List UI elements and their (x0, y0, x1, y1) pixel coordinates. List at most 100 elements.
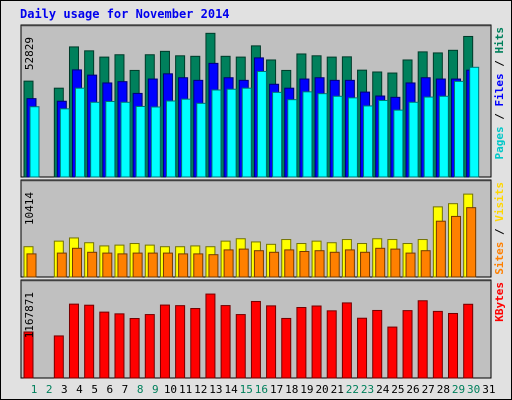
bar-kbytes-day-5 (84, 304, 95, 379)
bar-pages-day-3 (59, 108, 70, 178)
x-tick-label-day-2: 2 (46, 383, 53, 396)
x-tick-label-day-8: 8 (137, 383, 144, 396)
bar-kbytes-day-7 (114, 313, 125, 379)
bar-sites-day-30 (466, 207, 477, 278)
x-tick-label-day-23: 23 (361, 383, 374, 396)
bar-sites-day-7 (117, 253, 128, 278)
bar-pages-day-20 (317, 93, 328, 178)
bar-sites-day-18 (284, 249, 295, 278)
bar-sites-day-9 (147, 252, 158, 278)
x-tick-label-day-19: 19 (300, 383, 313, 396)
x-tick-label-day-5: 5 (91, 383, 98, 396)
bar-pages-day-29 (454, 80, 465, 178)
panel-bottom-legend: KBytes (493, 282, 506, 322)
x-tick-label-day-12: 12 (194, 383, 207, 396)
bar-kbytes-day-6 (99, 311, 110, 379)
panel-bottom-max-label: 1167871 (23, 292, 36, 338)
x-tick-label-day-25: 25 (391, 383, 404, 396)
bar-sites-day-13 (208, 254, 219, 278)
x-tick-label-day-30: 30 (467, 383, 480, 396)
bar-pages-day-18 (287, 99, 298, 178)
bar-pages-day-23 (363, 105, 374, 178)
bar-pages-day-4 (74, 87, 85, 178)
bar-sites-day-23 (360, 251, 371, 278)
x-tick-label-day-26: 26 (406, 383, 419, 396)
bar-kbytes-day-14 (220, 305, 231, 379)
x-tick-label-day-24: 24 (376, 383, 390, 396)
bar-kbytes-day-15 (235, 314, 246, 379)
bar-pages-day-13 (211, 89, 222, 178)
x-tick-label-day-7: 7 (122, 383, 129, 396)
bar-kbytes-day-25 (387, 326, 398, 379)
bar-pages-day-28 (438, 95, 449, 178)
x-tick-label-day-1: 1 (31, 383, 38, 396)
x-tick-label-day-27: 27 (422, 383, 435, 396)
bar-sites-day-27 (420, 250, 431, 278)
bar-sites-day-21 (329, 251, 340, 278)
legend-top-part-1: / (493, 107, 506, 127)
x-tick-label-day-9: 9 (152, 383, 159, 396)
bar-pages-day-19 (302, 91, 313, 178)
bar-pages-day-12 (196, 102, 207, 178)
bar-sites-day-14 (223, 249, 234, 278)
bar-kbytes-day-26 (402, 310, 413, 379)
bar-kbytes-day-28 (432, 310, 443, 379)
x-tick-label-day-14: 14 (224, 383, 238, 396)
bar-sites-day-26 (405, 252, 416, 278)
bar-kbytes-day-10 (159, 304, 170, 379)
bar-pages-day-17 (272, 91, 283, 178)
legend-top-part-0: Pages (493, 126, 506, 159)
bar-sites-day-22 (344, 249, 355, 278)
bar-kbytes-day-19 (296, 307, 307, 379)
x-tick-label-day-15: 15 (240, 383, 253, 396)
bar-pages-day-1 (29, 106, 40, 178)
bar-pages-day-10 (165, 100, 176, 178)
bar-pages-day-8 (135, 105, 146, 178)
legend-top-part-3: / (493, 54, 506, 74)
bar-kbytes-day-22 (341, 302, 352, 379)
legend-bottom-part-0: KBytes (493, 282, 506, 322)
x-tick-label-day-10: 10 (164, 383, 177, 396)
x-tick-label-day-28: 28 (437, 383, 450, 396)
chart-bars (23, 32, 480, 379)
x-tick-label-day-29: 29 (452, 383, 465, 396)
bar-sites-day-6 (102, 252, 113, 278)
bar-kbytes-day-21 (326, 310, 337, 379)
bar-sites-day-8 (132, 252, 143, 278)
bar-kbytes-day-9 (144, 314, 155, 379)
bar-kbytes-day-12 (190, 308, 201, 379)
bar-pages-day-27 (423, 96, 434, 178)
bar-pages-day-30 (469, 66, 480, 178)
bar-sites-day-24 (375, 247, 386, 278)
bar-pages-day-6 (105, 101, 116, 178)
bar-kbytes-day-24 (372, 309, 383, 379)
x-tick-label-day-16: 16 (255, 383, 268, 396)
bar-sites-day-1 (26, 253, 37, 278)
bar-kbytes-day-27 (417, 300, 428, 379)
bar-pages-day-7 (120, 101, 131, 178)
legend-top-part-4: Hits (493, 27, 506, 54)
bar-kbytes-day-17 (266, 305, 277, 379)
x-tick-label-day-22: 22 (346, 383, 359, 396)
x-tick-label-day-18: 18 (285, 383, 298, 396)
x-tick-label-day-4: 4 (76, 383, 83, 396)
bar-pages-day-9 (150, 106, 161, 178)
legend-middle-part-0: Sites (493, 242, 506, 275)
panel-top-max-label: 52829 (23, 37, 36, 70)
bar-kbytes-day-4 (68, 303, 79, 379)
bar-pages-day-5 (90, 101, 101, 178)
bar-sites-day-16 (253, 250, 264, 278)
panel-top-legend: Pages / Files / Hits (493, 27, 506, 160)
bar-pages-day-16 (256, 70, 267, 178)
bar-sites-day-28 (435, 220, 446, 278)
bar-sites-day-17 (269, 251, 280, 278)
legend-middle-part-1: / (493, 222, 506, 242)
bar-sites-day-20 (314, 250, 325, 278)
bar-sites-day-10 (162, 252, 173, 278)
bar-sites-day-4 (71, 247, 82, 278)
legend-middle-part-2: Visits (493, 182, 506, 222)
bar-kbytes-day-18 (281, 317, 292, 379)
x-tick-label-day-31: 31 (482, 383, 495, 396)
